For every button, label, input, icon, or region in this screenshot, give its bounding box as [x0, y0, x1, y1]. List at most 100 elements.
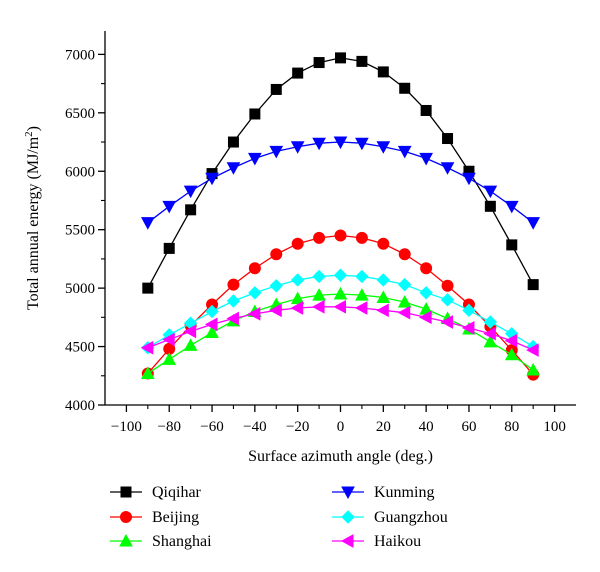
data-point-beijing	[227, 278, 240, 291]
data-point-qiqihar	[506, 239, 518, 251]
data-point-shanghai	[397, 295, 412, 308]
legend-item-beijing: Beijing	[110, 509, 199, 526]
data-point-guangzhou	[226, 294, 241, 308]
data-point-qiqihar	[249, 108, 261, 120]
data-point-kunming	[504, 200, 519, 214]
data-point-kunming	[397, 145, 412, 159]
data-point-beijing	[291, 237, 304, 250]
data-point-guangzhou	[398, 277, 412, 292]
data-point-kunming	[312, 137, 326, 151]
data-point-guangzhou	[462, 303, 476, 318]
data-point-haikou	[247, 306, 261, 321]
data-point-haikou	[183, 324, 197, 339]
data-point-guangzhou	[248, 286, 262, 300]
data-point-qiqihar	[313, 57, 325, 69]
data-point-beijing	[248, 262, 261, 275]
data-point-kunming	[483, 185, 498, 199]
data-point-haikou	[397, 305, 411, 320]
legend-marker-beijing	[120, 511, 132, 523]
series-guangzhou	[141, 268, 540, 355]
data-point-beijing	[313, 231, 326, 244]
data-point-qiqihar	[420, 104, 432, 116]
legend-label-qiqihar: Qiqihar	[152, 484, 202, 501]
legend-label-shanghai: Shanghai	[152, 533, 212, 550]
data-point-shanghai	[376, 290, 391, 303]
data-point-guangzhou	[419, 286, 433, 300]
data-point-kunming	[419, 152, 433, 166]
legend-item-qiqihar: Qiqihar	[110, 484, 202, 501]
data-point-shanghai	[162, 352, 177, 365]
data-point-qiqihar	[399, 82, 411, 94]
y-tick-label: 4000	[65, 398, 95, 414]
series-kunming	[140, 136, 541, 230]
data-point-qiqihar	[335, 52, 346, 64]
data-point-qiqihar	[163, 242, 175, 254]
data-point-haikou	[226, 311, 239, 326]
data-point-shanghai	[526, 362, 541, 376]
legend-label-haikou: Haikou	[374, 533, 421, 550]
x-axis-title: Surface azimuth angle (deg.)	[248, 448, 433, 465]
data-point-kunming	[269, 145, 284, 159]
data-point-shanghai	[483, 334, 498, 348]
data-point-qiqihar	[377, 66, 389, 78]
legend-marker-guangzhou	[341, 510, 355, 524]
legend-item-guangzhou: Guangzhou	[332, 509, 448, 526]
data-point-kunming	[440, 162, 455, 175]
data-point-guangzhou	[483, 315, 498, 329]
x-tick-label: −100	[111, 419, 142, 435]
data-point-kunming	[183, 185, 198, 199]
data-point-kunming	[290, 141, 305, 154]
x-tick-label: −60	[200, 419, 223, 435]
y-tick-label: 7000	[65, 47, 95, 63]
y-axis-title: Total annual energy (MJ/m2)	[23, 126, 42, 310]
data-point-guangzhou	[269, 279, 283, 293]
y-tick-label: 6500	[65, 106, 95, 122]
data-point-haikou	[162, 332, 175, 347]
data-point-haikou	[526, 343, 539, 357]
data-point-haikou	[376, 303, 389, 318]
data-point-kunming	[376, 141, 391, 154]
data-point-qiqihar	[185, 204, 197, 216]
data-point-qiqihar	[442, 133, 454, 145]
data-point-shanghai	[355, 288, 369, 301]
data-point-qiqihar	[292, 67, 304, 79]
series-shanghai	[140, 286, 541, 379]
data-point-shanghai	[183, 338, 198, 351]
legend-label-guangzhou: Guangzhou	[374, 509, 448, 526]
legend-item-shanghai: Shanghai	[110, 533, 212, 550]
legend-item-haikou: Haikou	[332, 533, 421, 550]
data-point-beijing	[334, 229, 347, 242]
data-point-guangzhou	[355, 269, 369, 284]
data-point-kunming	[205, 172, 219, 186]
legend: Qiqihar Kunming Beijing Guangzhou Shanghai Ha…	[110, 484, 448, 550]
data-point-haikou	[483, 326, 496, 341]
data-point-haikou	[354, 301, 368, 315]
data-point-haikou	[461, 321, 475, 335]
data-point-shanghai	[504, 347, 519, 361]
data-point-qiqihar	[270, 83, 282, 95]
x-tick-label: 100	[543, 419, 566, 435]
data-point-shanghai	[140, 366, 155, 379]
data-point-haikou	[140, 340, 154, 355]
y-tick-label: 6000	[65, 164, 95, 180]
data-point-guangzhou	[376, 273, 391, 287]
data-point-beijing	[420, 262, 433, 275]
x-tick-label: 0	[337, 419, 345, 435]
data-point-shanghai	[333, 286, 348, 300]
data-point-guangzhou	[290, 273, 305, 287]
data-point-kunming	[526, 217, 541, 230]
data-point-beijing	[441, 279, 454, 292]
data-point-qiqihar	[227, 136, 239, 148]
x-tick-label: −40	[243, 419, 266, 435]
data-point-haikou	[419, 310, 432, 325]
legend-marker-qiqihar	[120, 486, 132, 498]
data-point-kunming	[162, 200, 177, 214]
x-tick-label: 60	[461, 419, 476, 435]
data-point-haikou	[205, 317, 218, 332]
data-point-guangzhou	[312, 269, 326, 284]
data-point-haikou	[333, 299, 346, 314]
data-point-kunming	[248, 152, 262, 166]
data-point-kunming	[226, 162, 241, 175]
data-point-beijing	[270, 248, 283, 261]
